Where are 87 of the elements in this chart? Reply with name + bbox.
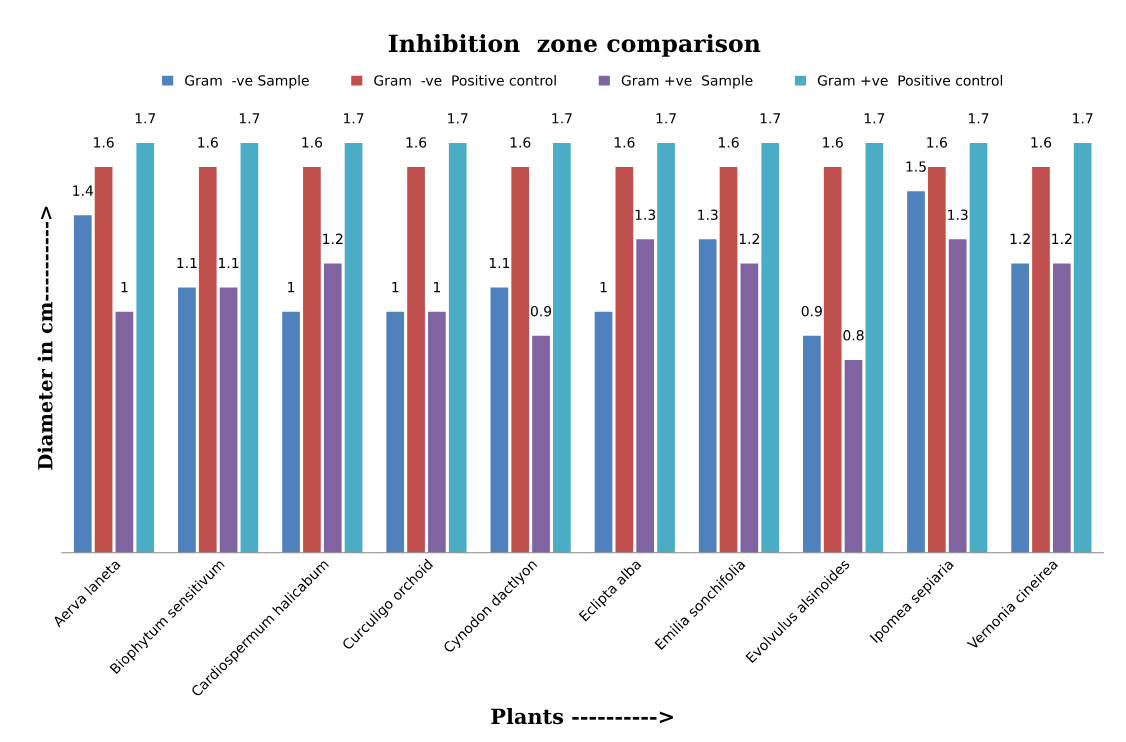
data-label: 1.3	[698, 209, 718, 220]
data-label: 1.6	[302, 137, 323, 148]
bar	[511, 167, 530, 553]
bar	[178, 287, 196, 553]
data-label: 1.2	[1010, 233, 1030, 244]
bar	[219, 287, 238, 553]
data-label: 0.9	[530, 305, 552, 317]
bar	[657, 142, 675, 553]
data-label: 1.7	[448, 113, 468, 124]
bar	[802, 335, 821, 553]
y-axis-title: Diameter in cm---------->	[37, 206, 53, 470]
bar	[428, 311, 446, 553]
data-label: 1	[392, 282, 399, 293]
data-label: 1	[288, 282, 295, 293]
data-label: 1.2	[323, 233, 343, 244]
data-label: 1.7	[344, 113, 364, 124]
bar	[240, 142, 259, 553]
bar	[927, 167, 946, 553]
bar	[303, 167, 321, 553]
data-label: 1.6	[719, 137, 739, 148]
data-label: 1	[600, 282, 607, 293]
bar	[907, 191, 925, 553]
data-label: 1.7	[1073, 113, 1093, 124]
x-axis-title: Plants ---------->	[491, 708, 673, 725]
data-label: 1.6	[823, 137, 843, 148]
data-label: 1	[121, 282, 128, 293]
data-label: 1.3	[948, 209, 968, 220]
data-label: 0.8	[843, 330, 864, 341]
data-label: 1	[434, 282, 441, 293]
bar	[198, 167, 217, 553]
bar	[740, 263, 759, 553]
bar	[594, 311, 613, 553]
bar	[344, 142, 363, 553]
data-label: 1.7	[552, 113, 572, 124]
bar	[323, 263, 342, 553]
bar	[94, 167, 113, 553]
data-label: 1.7	[135, 113, 156, 124]
bar	[1052, 263, 1071, 553]
data-label: 1.7	[968, 113, 989, 124]
bar	[553, 142, 571, 553]
bar	[698, 239, 717, 553]
bar	[386, 311, 405, 553]
data-label: 1.7	[239, 113, 260, 124]
legend-label: Gram +ve Positive control	[817, 74, 1003, 86]
bar	[636, 239, 655, 553]
data-label: 1.7	[864, 113, 885, 124]
data-label: 1.4	[73, 185, 94, 196]
bar	[490, 287, 509, 553]
legend-label: Gram -ve Positive control	[374, 74, 556, 86]
bar	[865, 142, 884, 553]
bar	[136, 142, 155, 553]
bar	[73, 215, 92, 553]
data-label: 1.6	[614, 137, 635, 148]
bar	[719, 167, 738, 553]
bar	[761, 142, 780, 553]
data-label: 1.1	[219, 257, 239, 269]
bar	[448, 142, 467, 553]
data-label: 1.6	[94, 137, 114, 148]
bar	[948, 239, 967, 553]
data-label: 1.1	[489, 257, 510, 269]
bar	[1073, 142, 1092, 553]
data-label: 1.6	[1031, 137, 1052, 148]
chart-title: Inhibition zone comparison	[388, 34, 761, 57]
bar	[969, 142, 988, 553]
bar	[282, 311, 300, 553]
bar	[1032, 167, 1050, 553]
data-label: 1.6	[510, 137, 531, 148]
bar	[615, 167, 634, 553]
data-label: 1.2	[739, 233, 760, 244]
data-label: 1.6	[927, 137, 947, 148]
data-label: 1.7	[656, 113, 676, 124]
data-label: 1.5	[906, 161, 926, 172]
bar	[407, 167, 425, 553]
bar	[1011, 263, 1030, 553]
bar	[823, 167, 842, 553]
data-label: 1.6	[198, 137, 218, 148]
data-label: 1.7	[760, 113, 781, 124]
bar	[844, 359, 863, 553]
bar	[532, 335, 550, 553]
data-label: 1.2	[1052, 233, 1072, 244]
data-label: 1.6	[406, 137, 427, 148]
legend-label: Gram +ve Sample	[621, 74, 753, 89]
legend-label: Gram -ve Sample	[185, 74, 309, 89]
data-label: 1.3	[635, 209, 656, 220]
bar	[115, 311, 134, 553]
data-label: 0.9	[801, 305, 822, 317]
data-label: 1.1	[177, 257, 197, 269]
